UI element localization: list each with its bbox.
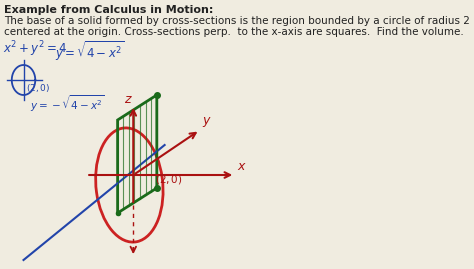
Text: $y=\sqrt{4-x^2}$: $y=\sqrt{4-x^2}$ [55,39,125,63]
Text: $x^2+y^2=4$: $x^2+y^2=4$ [3,39,67,59]
Text: $(2,0)$: $(2,0)$ [26,82,50,94]
Text: The base of a solid formed by cross-sections is the region bounded by a circle o: The base of a solid formed by cross-sect… [4,16,470,26]
Text: y: y [202,114,210,127]
Text: x: x [237,160,245,173]
Text: Example from Calculus in Motion:: Example from Calculus in Motion: [4,5,213,15]
Text: z: z [124,93,130,106]
Text: centered at the origin. Cross-sections perp.  to the x-axis are squares.  Find t: centered at the origin. Cross-sections p… [4,27,464,37]
Text: $y=-\sqrt{4-x^2}$: $y=-\sqrt{4-x^2}$ [30,93,105,114]
Text: $(2,0)$: $(2,0)$ [155,174,183,186]
